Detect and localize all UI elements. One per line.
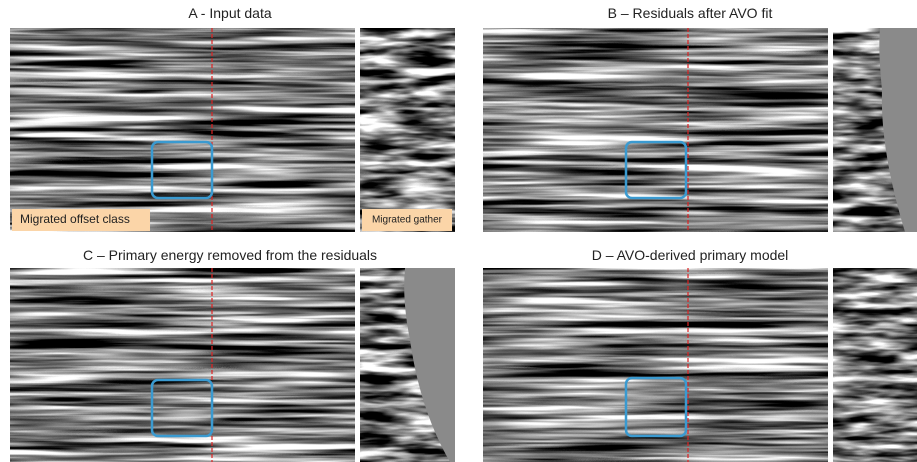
label-background xyxy=(362,209,452,231)
label-background xyxy=(12,209,150,231)
panel-d: D – AVO-derived primary model xyxy=(483,247,917,462)
panel-title: C – Primary energy removed from the resi… xyxy=(83,247,377,263)
panel-title: D – AVO-derived primary model xyxy=(592,247,789,263)
muted-area xyxy=(879,28,917,232)
highlight-box xyxy=(624,376,688,438)
section-label: Migrated offset class xyxy=(20,212,130,226)
seismic-section xyxy=(10,28,355,232)
highlight-box xyxy=(150,140,214,200)
highlight-box xyxy=(624,140,688,200)
seismic-gather xyxy=(360,28,455,232)
panel-title: B – Residuals after AVO fit xyxy=(608,5,773,21)
muted-area xyxy=(404,268,455,462)
seismic-section xyxy=(483,28,828,232)
panel-a: A - Input data Migrated offset class Mig… xyxy=(10,5,455,232)
seismic-section xyxy=(483,268,828,462)
panel-b: B – Residuals after AVO fit xyxy=(483,5,917,232)
panel-title: A - Input data xyxy=(188,5,271,21)
panel-c: C – Primary energy removed from the resi… xyxy=(10,247,455,462)
highlight-box xyxy=(150,378,214,438)
gather-label: Migrated gather xyxy=(372,215,443,226)
seismic-section xyxy=(10,268,355,462)
seismic-gather xyxy=(833,268,917,462)
